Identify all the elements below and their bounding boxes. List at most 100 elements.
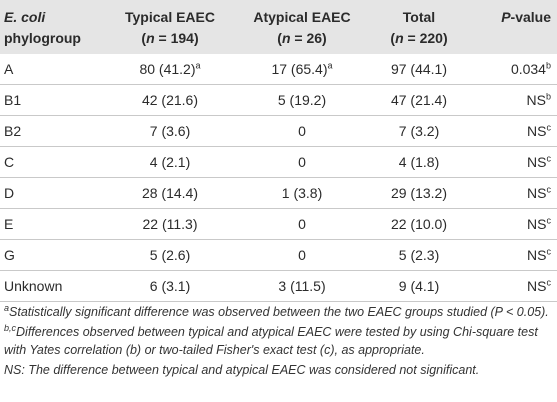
footnote-ns-text: NS: The difference between typical and a…: [4, 363, 480, 377]
table-header: E. coli phylogroup Typical EAEC (n = 194…: [0, 0, 557, 54]
table-row: B2 7 (3.6) 0 7 (3.2) NSc: [0, 115, 557, 147]
header-typical-n-open: (: [141, 30, 147, 46]
cell-typical: 6 (3.1): [100, 270, 240, 302]
cell-p-value-superscript: c: [546, 277, 552, 288]
cell-p-value-value: NS: [527, 247, 547, 263]
footnote-ns: NS: The difference between typical and a…: [4, 361, 554, 379]
cell-phylogroup: B2: [0, 115, 100, 147]
cell-atypical-superscript: a: [327, 60, 333, 71]
cell-phylogroup-value: D: [4, 185, 15, 201]
header-atypical-title: Atypical EAEC: [253, 9, 351, 25]
cell-total-value: 97 (44.1): [390, 61, 448, 77]
header-phylogroup-line2: phylogroup: [4, 30, 81, 46]
header-typical-n-rest: = 194): [154, 30, 199, 46]
cell-phylogroup: B1: [0, 84, 100, 116]
cell-typical-value: 42 (21.6): [141, 92, 199, 108]
header-p-rest: -value: [510, 9, 551, 25]
header-total-n-var: n: [395, 30, 404, 46]
cell-typical-value: 4 (2.1): [149, 154, 191, 170]
table-footnotes: aStatistically significant difference wa…: [4, 303, 554, 381]
cell-total: 5 (2.3): [364, 239, 474, 271]
cell-phylogroup-value: C: [4, 154, 15, 170]
cell-typical: 4 (2.1): [100, 146, 240, 178]
cell-atypical: 3 (11.5): [240, 270, 364, 302]
cell-total-value: 22 (10.0): [390, 216, 448, 232]
cell-phylogroup: C: [0, 146, 100, 178]
cell-p-value: NSc: [474, 146, 557, 178]
cell-p-value: NSb: [474, 84, 557, 116]
table-row: A 80 (41.2)a 17 (65.4)a 97 (44.1) 0.034b: [0, 54, 557, 85]
cell-total: 4 (1.8): [364, 146, 474, 178]
header-typical: Typical EAEC (n = 194): [100, 0, 240, 54]
cell-atypical-value: 1 (3.8): [281, 185, 323, 201]
cell-p-value: 0.034b: [474, 54, 557, 85]
footnote-a-marker: a: [4, 302, 10, 313]
header-atypical-n-open: (: [277, 30, 282, 46]
cell-phylogroup: G: [0, 239, 100, 271]
cell-phylogroup-value: B1: [4, 92, 22, 108]
cell-total-value: 7 (3.2): [398, 123, 440, 139]
cell-atypical: 17 (65.4)a: [240, 54, 364, 85]
cell-phylogroup-value: A: [4, 61, 14, 77]
cell-total-value: 47 (21.4): [390, 92, 448, 108]
cell-atypical: 0: [240, 208, 364, 240]
header-row: E. coli phylogroup Typical EAEC (n = 194…: [0, 0, 557, 54]
cell-atypical-value: 3 (11.5): [278, 278, 326, 294]
cell-p-value-superscript: c: [546, 153, 552, 164]
cell-p-value-value: 0.034: [510, 61, 546, 77]
cell-typical: 22 (11.3): [100, 208, 240, 240]
table-row: E 22 (11.3) 0 22 (10.0) NSc: [0, 208, 557, 240]
cell-atypical-value: 0: [298, 154, 306, 170]
cell-total: 47 (21.4): [364, 84, 474, 116]
cell-total-value: 4 (1.8): [398, 154, 440, 170]
table-row: Unknown 6 (3.1) 3 (11.5) 9 (4.1) NSc: [0, 270, 557, 302]
table-body: A 80 (41.2)a 17 (65.4)a 97 (44.1) 0.034b B1 42…: [0, 54, 557, 302]
cell-total: 22 (10.0): [364, 208, 474, 240]
cell-typical: 42 (21.6): [100, 84, 240, 116]
cell-atypical: 5 (19.2): [240, 84, 364, 116]
cell-atypical-value: 17 (65.4): [271, 61, 328, 77]
cell-total-value: 5 (2.3): [398, 247, 440, 263]
cell-total: 97 (44.1): [364, 54, 474, 85]
cell-total: 7 (3.2): [364, 115, 474, 147]
cell-p-value-value: NS: [527, 154, 547, 170]
cell-p-value-value: NS: [526, 92, 546, 108]
table-row: C 4 (2.1) 0 4 (1.8) NSc: [0, 146, 557, 178]
cell-atypical: 0: [240, 146, 364, 178]
cell-phylogroup-value: E: [4, 216, 14, 232]
cell-typical-value: 7 (3.6): [149, 123, 191, 139]
header-phylogroup-line1: E. coli: [4, 9, 46, 25]
cell-p-value: NSc: [474, 270, 557, 302]
table-row: G 5 (2.6) 0 5 (2.3) NSc: [0, 239, 557, 271]
footnote-bc: b,cDifferences observed between typical …: [4, 323, 554, 359]
table-row: B1 42 (21.6) 5 (19.2) 47 (21.4) NSb: [0, 84, 557, 116]
footnote-a: aStatistically significant difference wa…: [4, 303, 554, 321]
cell-total: 9 (4.1): [364, 270, 474, 302]
cell-p-value-superscript: b: [545, 60, 551, 71]
cell-p-value: NSc: [474, 177, 557, 209]
cell-phylogroup: A: [0, 54, 100, 85]
cell-total: 29 (13.2): [364, 177, 474, 209]
cell-typical-value: 6 (3.1): [149, 278, 191, 294]
cell-atypical-value: 0: [298, 247, 306, 263]
header-phylogroup: E. coli phylogroup: [0, 0, 100, 54]
cell-p-value-superscript: b: [545, 91, 551, 102]
cell-phylogroup-value: Unknown: [4, 278, 63, 294]
header-total-n-rest: = 220): [403, 30, 448, 46]
cell-p-value-superscript: c: [546, 122, 552, 133]
cell-typical-superscript: a: [195, 60, 201, 71]
header-atypical-n-var: n: [281, 30, 291, 46]
header-total-n-open: (: [390, 30, 396, 46]
cell-typical-value: 80 (41.2): [139, 61, 196, 77]
header-total-title: Total: [402, 9, 436, 25]
phylogroup-table: E. coli phylogroup Typical EAEC (n = 194…: [0, 0, 557, 302]
cell-total-value: 29 (13.2): [390, 185, 448, 201]
cell-typical-value: 5 (2.6): [149, 247, 191, 263]
cell-p-value-value: NS: [527, 185, 547, 201]
cell-typical: 80 (41.2)a: [100, 54, 240, 85]
footnote-bc-text: Differences observed between typical and…: [4, 325, 538, 357]
header-p-var: P: [501, 9, 511, 25]
cell-p-value: NSc: [474, 239, 557, 271]
cell-total-value: 9 (4.1): [398, 278, 440, 294]
cell-typical: 5 (2.6): [100, 239, 240, 271]
